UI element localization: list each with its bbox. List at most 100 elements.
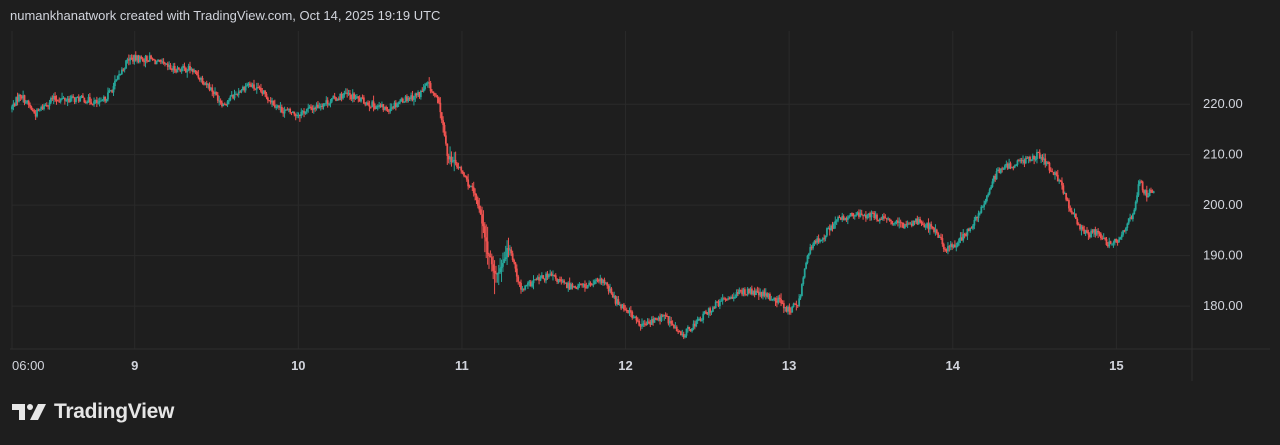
candle-body-411: [582, 284, 585, 286]
candle-body-144: [211, 87, 214, 92]
tradingview-logo[interactable]: TradingView: [12, 400, 174, 424]
candle-body-676: [951, 244, 954, 248]
candle-body-729: [1024, 157, 1027, 164]
candle-body-556: [784, 307, 787, 309]
candle-body-252: [361, 97, 364, 99]
candle-body-321: [457, 167, 460, 169]
candle-body-318: [453, 159, 456, 161]
candle-body-316: [450, 156, 453, 162]
chart-area[interactable]: 220.00 210.00 200.00 190.00 180.00 06:00 9 10 1…: [10, 31, 1270, 381]
candle-body-540: [762, 291, 764, 297]
candle-body-577: [813, 240, 816, 245]
candle-body-589: [830, 225, 833, 231]
candle-body-576: [812, 244, 814, 249]
candle-body-364: [517, 276, 520, 282]
candle-body-71: [109, 90, 112, 92]
candle-body-475: [671, 323, 674, 325]
candle-body-44: [72, 96, 75, 98]
candle-body-663: [933, 227, 935, 232]
candle-body-705: [991, 181, 994, 187]
candle-body-507: [716, 301, 718, 303]
candle-body-387: [549, 273, 552, 275]
candle-body-477: [674, 326, 677, 328]
candle-body-349: [496, 273, 499, 275]
candle-body-388: [550, 273, 553, 276]
candle-body-133: [196, 71, 198, 76]
candle-body-390: [553, 274, 556, 276]
candle-body-395: [560, 279, 563, 282]
candle-body-560: [789, 311, 792, 313]
candle-body-224: [322, 103, 325, 107]
time-axis[interactable]: 06:00 9 10 11 12 13 14 15: [12, 358, 1124, 373]
candle-body-757: [1063, 193, 1066, 195]
candle-body-673: [947, 246, 949, 252]
candle-body-657: [924, 226, 927, 228]
candle-body-614: [864, 214, 867, 219]
candlestick-chart[interactable]: 220.00 210.00 200.00 190.00 180.00 06:00 9 10 1…: [10, 31, 1270, 381]
candle-body-23: [43, 105, 45, 110]
candle-body-695: [977, 213, 980, 219]
candle-body-409: [579, 284, 582, 286]
candle-body-114: [169, 65, 172, 69]
candle-body-63: [98, 100, 101, 103]
price-axis[interactable]: 220.00 210.00 200.00 190.00 180.00: [1203, 96, 1243, 313]
candle-body-313: [446, 143, 449, 156]
candle-body-309: [440, 112, 443, 121]
candle-body-776: [1090, 230, 1093, 238]
candle-body-3: [15, 97, 18, 106]
candle-body-706: [992, 175, 995, 182]
candle-body-444: [628, 310, 631, 314]
candle-body-626: [881, 216, 884, 220]
candle-body-102: [152, 59, 155, 61]
candle-body-456: [645, 323, 648, 325]
candle-body-242: [347, 93, 350, 95]
candle-body-61: [95, 100, 98, 103]
candle-body-332: [472, 187, 475, 194]
candle-body-482: [681, 333, 684, 336]
candle-body-219: [315, 104, 318, 109]
candle-body-382: [542, 275, 545, 279]
time-tick-label: 12: [618, 358, 632, 373]
candle-body-484: [684, 335, 686, 338]
candle-body-374: [531, 283, 534, 287]
candles: [11, 51, 1155, 340]
candle-body-716: [1006, 163, 1009, 169]
candle-body-796: [1118, 239, 1120, 243]
candle-body-522: [737, 292, 739, 295]
candle-body-228: [328, 103, 330, 105]
candle-body-581: [819, 240, 821, 243]
candle-body-85: [129, 57, 132, 61]
candle-body-294: [419, 90, 422, 98]
candle-body-756: [1062, 185, 1065, 194]
candle-body-726: [1020, 160, 1023, 162]
candle-body-208: [300, 111, 303, 117]
candle-body-372: [528, 281, 531, 283]
candle-body-620: [873, 212, 876, 219]
candle-body-552: [778, 297, 781, 300]
candle-body-547: [771, 299, 774, 301]
candle-body-586: [826, 228, 828, 236]
candle-body-623: [877, 219, 880, 222]
candle-body-83: [126, 59, 129, 61]
candle-body-76: [116, 75, 119, 80]
candle-body-465: [657, 317, 660, 320]
candle-body-311: [443, 124, 446, 136]
candle-body-615: [866, 215, 869, 219]
candle-body-66: [102, 96, 105, 101]
candle-body-60: [94, 100, 97, 102]
candle-body-762: [1070, 210, 1073, 213]
candle-body-499: [705, 311, 707, 313]
candle-body-594: [837, 217, 839, 221]
candle-body-183: [265, 93, 268, 98]
candle-body-437: [618, 304, 621, 306]
candle-body-469: [663, 315, 666, 317]
candle-body-188: [272, 100, 275, 106]
candle-body-307: [438, 98, 440, 103]
candle-body-417: [591, 284, 593, 286]
candle-body-754: [1059, 180, 1062, 182]
candle-body-384: [545, 273, 547, 281]
plot-background: [10, 31, 1270, 381]
candle-body-510: [720, 300, 723, 302]
candle-body-733: [1030, 159, 1033, 161]
candle-body-4: [16, 97, 19, 102]
